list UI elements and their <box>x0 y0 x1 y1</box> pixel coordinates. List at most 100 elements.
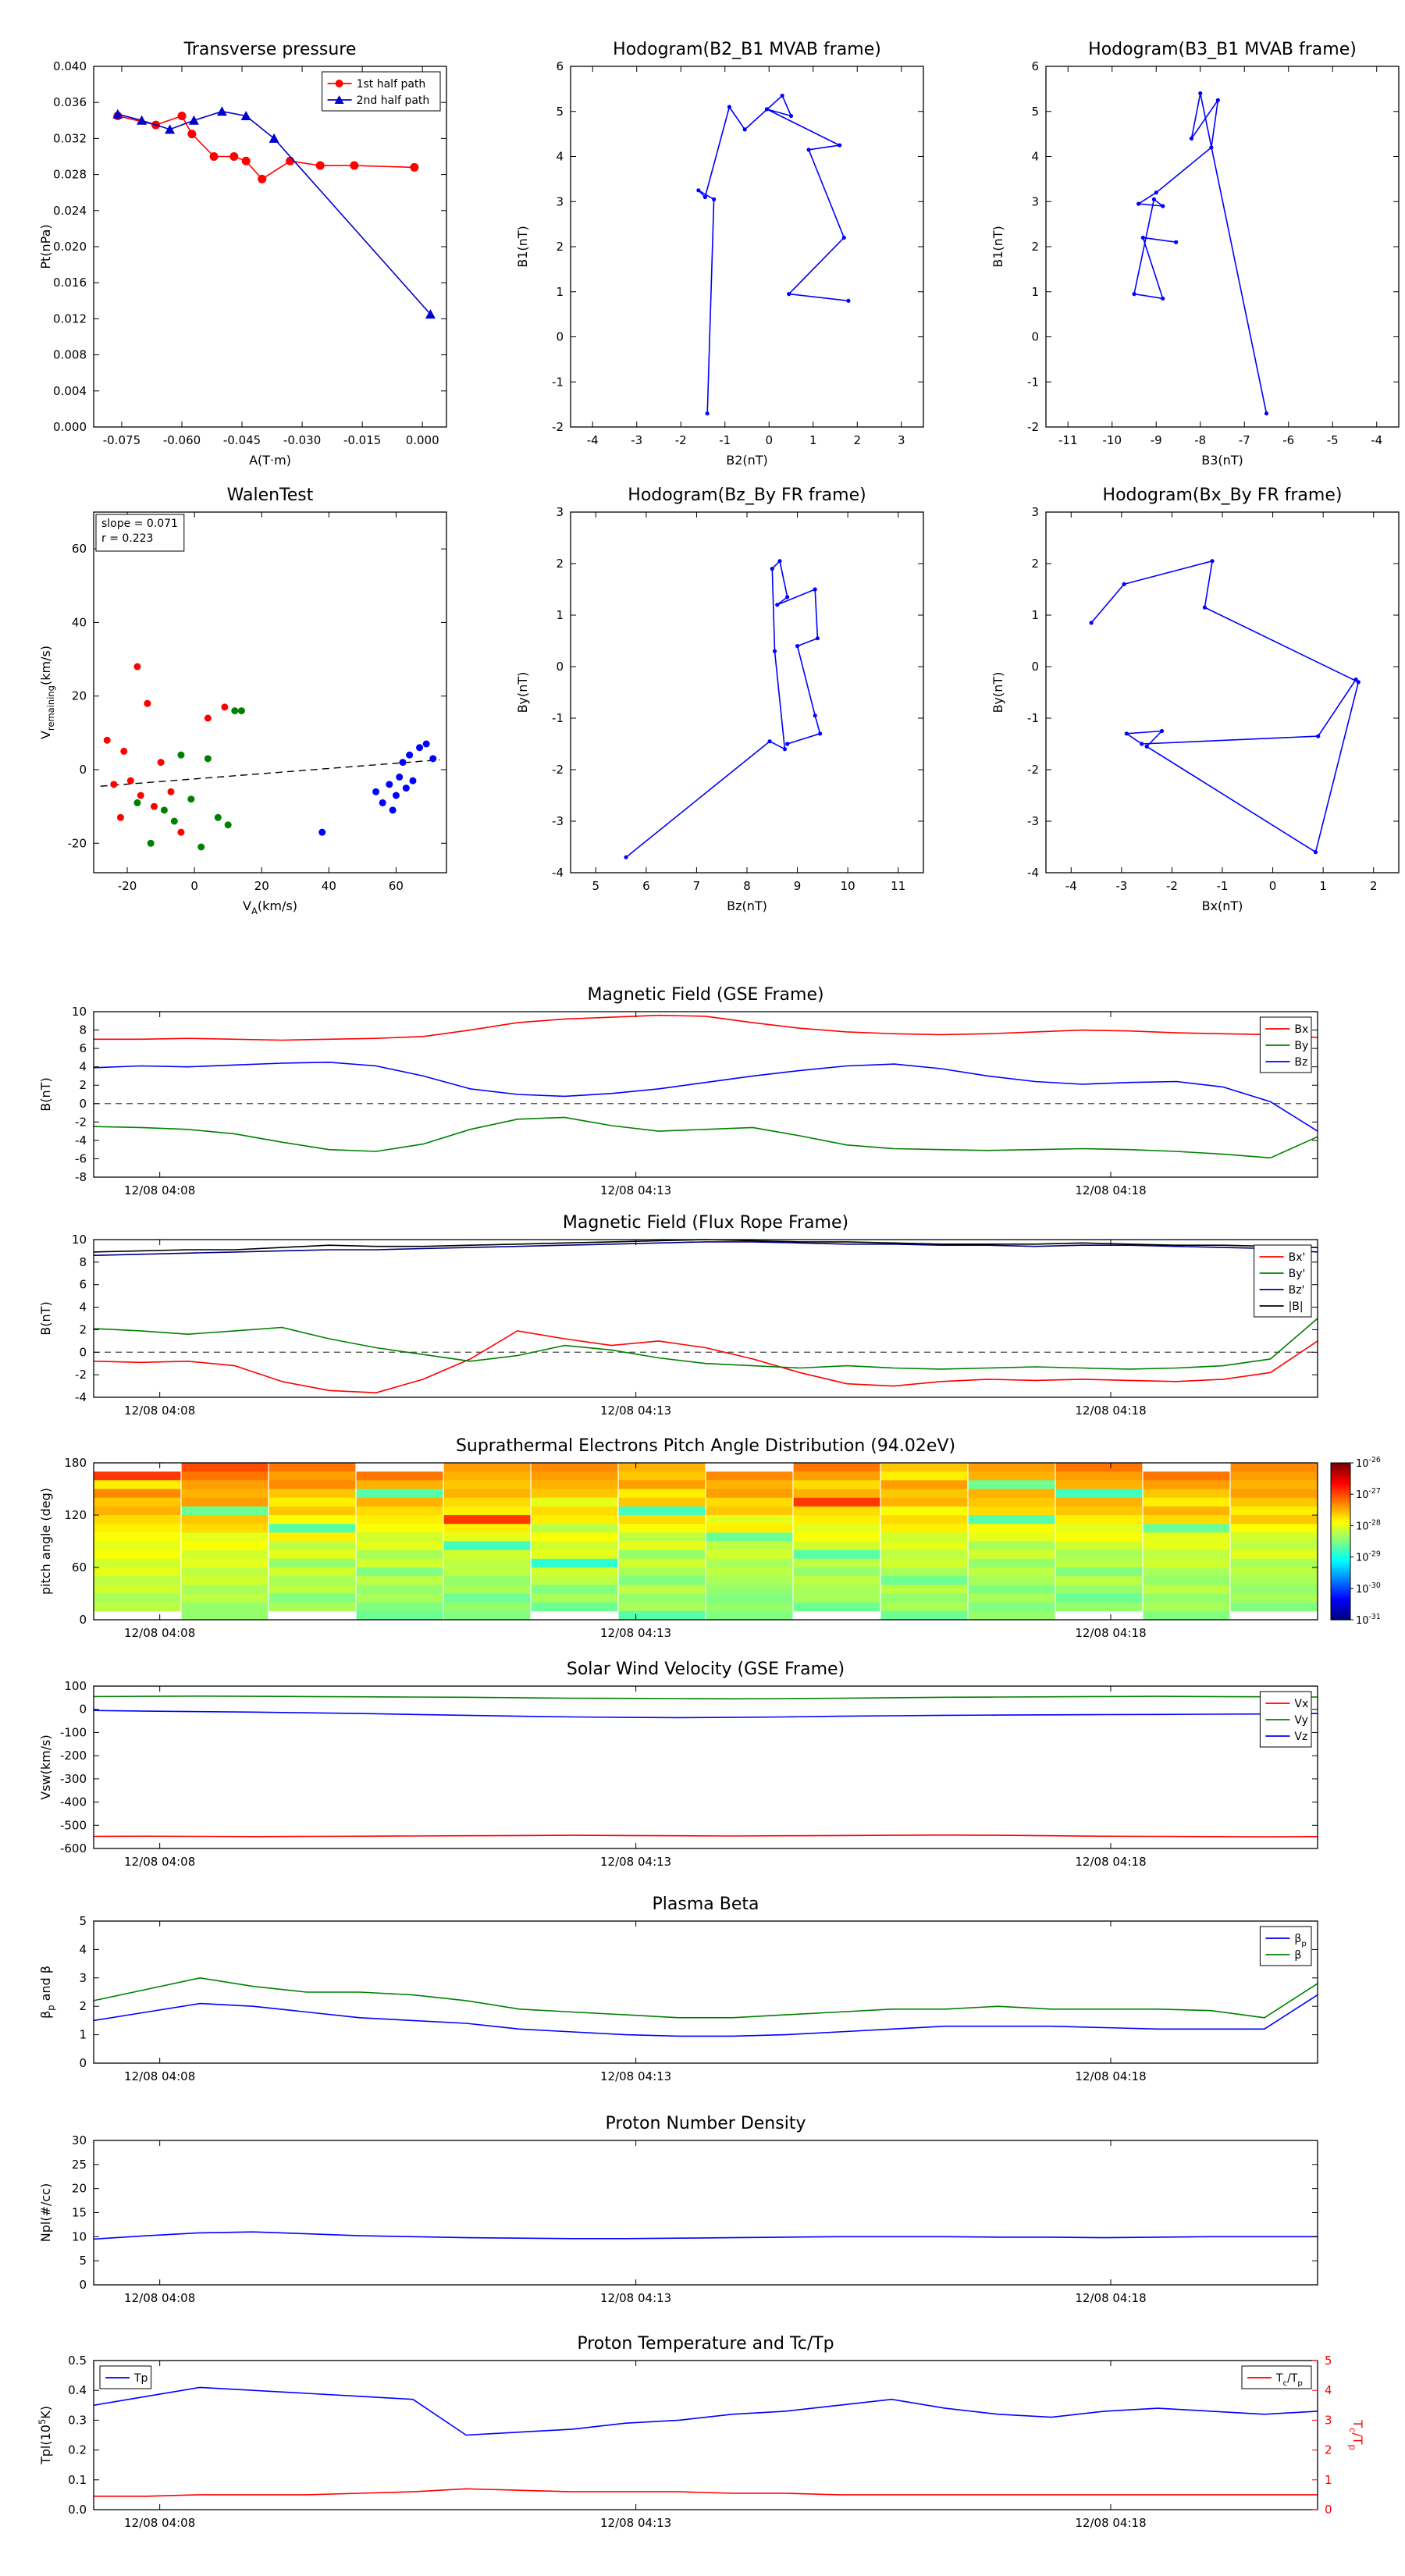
magnetic-field-gse-plot: 12/08 04:08 12/08 04:13 12/08 04:18 -8 -6 -4 -… <box>38 1005 1318 1197</box>
svg-text:-2: -2 <box>552 763 564 777</box>
svg-text:-3: -3 <box>1027 814 1039 828</box>
svg-text:25: 25 <box>72 2158 87 2172</box>
svg-text:Tp: Tp <box>133 2372 148 2385</box>
svg-text:10: 10 <box>72 2229 87 2243</box>
svg-text:βp and β: βp and β <box>38 1966 56 2019</box>
svg-text:9: 9 <box>794 879 802 893</box>
svg-text:3: 3 <box>1031 505 1039 519</box>
svg-text:60: 60 <box>72 542 87 556</box>
svg-text:10-26: 10-26 <box>1356 1456 1381 1470</box>
hodogram-bzby-plot: 5 6 7 8 9 10 11 -4 -3 -2 -1 0 1 2 3 Bz(nT) By(nT) <box>515 505 924 913</box>
svg-text:-500: -500 <box>60 1818 87 1832</box>
svg-text:10-31: 10-31 <box>1356 1613 1381 1627</box>
svg-text:-300: -300 <box>60 1772 87 1786</box>
svg-text:12/08 04:13: 12/08 04:13 <box>600 1404 671 1418</box>
svg-text:2: 2 <box>556 240 564 254</box>
svg-text:-2: -2 <box>1027 420 1039 434</box>
svg-text:1st half path: 1st half path <box>357 78 426 91</box>
svg-text:120: 120 <box>64 1508 87 1522</box>
svg-text:10: 10 <box>72 1233 87 1247</box>
panel-title-electron-pitch-angle: Suprathermal Electrons Pitch Angle Distr… <box>455 1436 956 1456</box>
svg-text:12/08 04:18: 12/08 04:18 <box>1075 2516 1146 2530</box>
panel-hodogram-b2b1: Hodogram(B2_B1 MVAB frame) -4 -3 -2 -1 0 1 2 3-… <box>515 31 952 476</box>
svg-text:5: 5 <box>556 105 564 119</box>
svg-text:4: 4 <box>556 150 564 164</box>
svg-text:VA(km/s): VA(km/s) <box>243 898 297 916</box>
svg-text:-4: -4 <box>587 433 599 447</box>
svg-text:1: 1 <box>1031 285 1039 299</box>
svg-text:2: 2 <box>79 1078 87 1092</box>
panel-title-transverse-pressure: Transverse pressure <box>183 40 357 59</box>
svg-text:By(nT): By(nT) <box>515 672 530 713</box>
svg-text:0: 0 <box>79 1703 87 1717</box>
svg-text:20: 20 <box>72 2182 87 2196</box>
svg-text:0.016: 0.016 <box>53 276 87 290</box>
transverse-pressure-plot: -0.075 -0.060 -0.045 -0.030 -0.015 0.000 0.000… <box>38 59 447 468</box>
svg-text:0: 0 <box>79 2056 87 2070</box>
svg-text:12/08 04:08: 12/08 04:08 <box>124 1404 195 1418</box>
svg-text:-20: -20 <box>118 879 137 893</box>
panel-hodogram-bzby: Hodogram(Bz_By FR frame) 5 6 7 8 9 10 11 -4 -3 -2… <box>515 476 952 921</box>
svg-text:30: 30 <box>72 2133 87 2147</box>
svg-text:40: 40 <box>322 879 336 893</box>
plasma-beta-plot: 12/08 04:08 12/08 04:13 12/08 04:18 0 1 2 3 4 5 β… <box>38 1914 1318 2083</box>
svg-text:12/08 04:08: 12/08 04:08 <box>124 2516 195 2530</box>
svg-text:2: 2 <box>1031 240 1039 254</box>
svg-text:-1: -1 <box>719 433 731 447</box>
svg-text:-0.075: -0.075 <box>103 433 140 447</box>
svg-text:-1: -1 <box>1027 375 1039 389</box>
svg-text:Vz: Vz <box>1294 1731 1307 1743</box>
svg-text:12/08 04:08: 12/08 04:08 <box>124 1855 195 1869</box>
svg-text:2: 2 <box>79 1999 87 2013</box>
panel-title-proton-density: Proton Number Density <box>605 2114 806 2133</box>
svg-text:Bx: Bx <box>1294 1023 1308 1036</box>
svg-text:4: 4 <box>79 1942 87 1956</box>
magnetic-field-fr-plot: 12/08 04:08 12/08 04:13 12/08 04:18 -4 -2 0 2 4… <box>38 1233 1318 1418</box>
svg-text:-600: -600 <box>60 1841 87 1856</box>
svg-text:0.000: 0.000 <box>53 420 87 434</box>
svg-text:5: 5 <box>1031 105 1039 119</box>
svg-text:Bx(nT): Bx(nT) <box>1202 898 1243 913</box>
svg-text:-2: -2 <box>552 420 564 434</box>
svg-text:-100: -100 <box>60 1725 87 1739</box>
panel-electron-pitch-angle: Suprathermal Electrons Pitch Angle Distr… <box>31 1417 1405 1640</box>
svg-text:10-28: 10-28 <box>1356 1518 1381 1532</box>
svg-text:3: 3 <box>1031 194 1039 208</box>
svg-text:By(nT): By(nT) <box>991 672 1005 713</box>
svg-text:6: 6 <box>556 59 564 73</box>
svg-text:0.028: 0.028 <box>53 168 87 182</box>
svg-text:0.4: 0.4 <box>68 2383 87 2397</box>
svg-text:-2: -2 <box>675 433 687 447</box>
svg-text:0.1: 0.1 <box>68 2473 87 2487</box>
svg-text:60: 60 <box>389 879 404 893</box>
panel-magnetic-field-gse: Magnetic Field (GSE Frame) 12/08 04:08 12… <box>31 968 1405 1197</box>
svg-text:0.5: 0.5 <box>68 2354 87 2368</box>
svg-text:20: 20 <box>254 879 269 893</box>
svg-text:60: 60 <box>72 1560 87 1574</box>
solar-wind-velocity-plot: 12/08 04:08 12/08 04:13 12/08 04:18 -600 -50… <box>38 1679 1318 1869</box>
svg-text:Vy: Vy <box>1294 1714 1308 1727</box>
svg-text:4: 4 <box>79 1060 87 1074</box>
svg-text:0: 0 <box>79 1613 87 1627</box>
svg-text:0: 0 <box>556 660 564 674</box>
svg-text:-0.015: -0.015 <box>343 433 381 447</box>
svg-text:1: 1 <box>1319 879 1327 893</box>
svg-text:-1: -1 <box>1027 711 1039 725</box>
panel-magnetic-field-fr: Magnetic Field (Flux Rope Frame) 12/08 0… <box>31 1194 1405 1418</box>
svg-text:12/08 04:13: 12/08 04:13 <box>600 1626 671 1640</box>
svg-text:-8: -8 <box>1194 433 1206 447</box>
svg-text:0: 0 <box>1031 660 1039 674</box>
panel-title-plasma-beta: Plasma Beta <box>652 1895 759 1914</box>
svg-text:-4: -4 <box>1065 879 1077 893</box>
svg-text:20: 20 <box>72 689 87 703</box>
svg-text:0.0: 0.0 <box>68 2503 87 2517</box>
svg-text:B(nT): B(nT) <box>38 1077 53 1111</box>
svg-text:-0.030: -0.030 <box>283 433 321 447</box>
hodogram-bxby-plot: -4 -3 -2 -1 0 1 2 -4 -3 -2 -1 0 1 2 3 Bx(nT) By(nT) <box>991 505 1400 913</box>
svg-text:0.008: 0.008 <box>53 348 87 362</box>
svg-text:-4: -4 <box>1027 866 1039 880</box>
svg-text:-3: -3 <box>1115 879 1127 893</box>
svg-text:6: 6 <box>1031 59 1039 73</box>
panel-walen-test: WalenTest -20 0 20 40 60 -20 0 20 40 60 VA(km/s) Vr… <box>31 476 476 921</box>
svg-text:By': By' <box>1289 1268 1306 1280</box>
